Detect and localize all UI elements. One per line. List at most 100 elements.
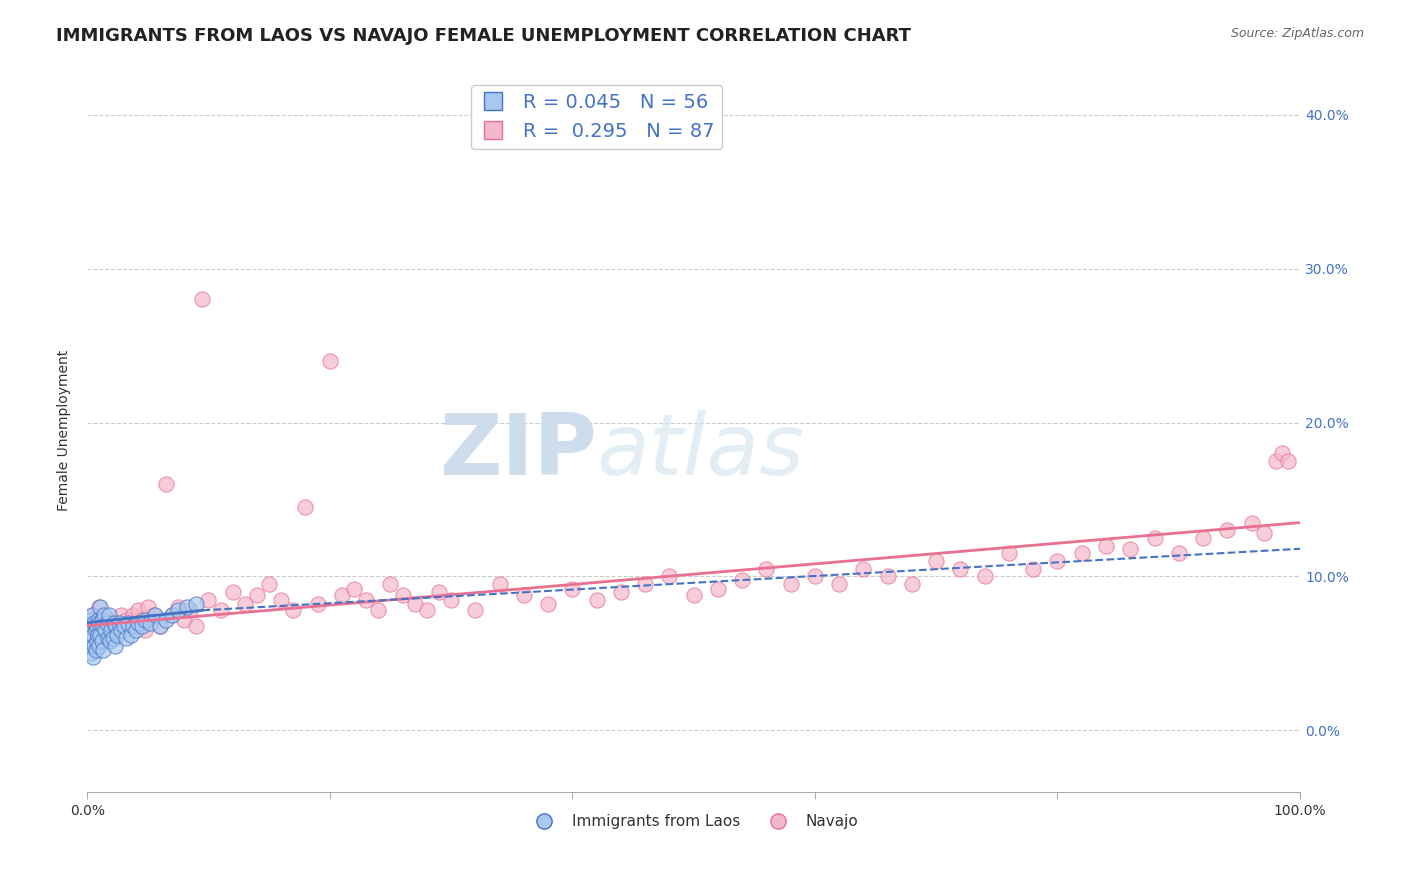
Point xyxy=(82,649,104,664)
Point xyxy=(86,618,108,632)
Point xyxy=(112,618,135,632)
Point xyxy=(89,628,111,642)
Point xyxy=(176,600,198,615)
Point xyxy=(89,615,111,630)
Point xyxy=(139,615,162,630)
Point xyxy=(91,618,114,632)
Point xyxy=(1264,454,1286,468)
Point xyxy=(90,634,112,648)
Point xyxy=(1192,531,1215,545)
Point xyxy=(103,615,125,630)
Point xyxy=(173,613,195,627)
Point xyxy=(98,624,121,638)
Point xyxy=(124,615,146,630)
Point xyxy=(93,607,115,622)
Point xyxy=(488,577,510,591)
Point xyxy=(330,588,353,602)
Point xyxy=(80,647,103,661)
Point xyxy=(124,624,146,638)
Point xyxy=(107,618,129,632)
Point xyxy=(1070,546,1092,560)
Point xyxy=(131,618,153,632)
Point xyxy=(122,607,145,622)
Point xyxy=(658,569,681,583)
Point xyxy=(283,603,305,617)
Point xyxy=(197,592,219,607)
Point xyxy=(90,628,112,642)
Point xyxy=(270,592,292,607)
Point xyxy=(1216,523,1239,537)
Point xyxy=(160,607,183,622)
Point xyxy=(110,624,132,638)
Point xyxy=(828,577,851,591)
Point xyxy=(127,603,149,617)
Point xyxy=(343,582,366,596)
Point xyxy=(160,607,183,622)
Point xyxy=(1277,454,1299,468)
Point xyxy=(585,592,607,607)
Point xyxy=(142,607,165,622)
Point xyxy=(80,618,103,632)
Point xyxy=(155,477,177,491)
Point xyxy=(186,597,208,611)
Point xyxy=(104,639,127,653)
Text: Source: ZipAtlas.com: Source: ZipAtlas.com xyxy=(1230,27,1364,40)
Point xyxy=(122,618,145,632)
Point xyxy=(107,615,129,630)
Point xyxy=(167,600,190,615)
Point xyxy=(404,597,426,611)
Point xyxy=(1240,516,1263,530)
Point xyxy=(89,639,111,653)
Point xyxy=(1143,531,1166,545)
Point xyxy=(97,631,120,645)
Point xyxy=(779,577,801,591)
Point xyxy=(96,615,118,630)
Point xyxy=(222,585,245,599)
Point xyxy=(634,577,657,591)
Point xyxy=(84,643,107,657)
Point xyxy=(1271,446,1294,460)
Point xyxy=(464,603,486,617)
Text: ZIP: ZIP xyxy=(439,410,596,493)
Point xyxy=(83,615,105,630)
Point xyxy=(86,634,108,648)
Point xyxy=(707,582,730,596)
Point xyxy=(391,588,413,602)
Point xyxy=(1046,554,1069,568)
Point xyxy=(1253,526,1275,541)
Point xyxy=(86,618,108,632)
Point xyxy=(120,628,142,642)
Point xyxy=(105,618,128,632)
Point xyxy=(804,569,827,583)
Point xyxy=(136,600,159,615)
Point xyxy=(84,624,107,638)
Point xyxy=(103,631,125,645)
Point xyxy=(233,597,256,611)
Point xyxy=(246,588,269,602)
Point xyxy=(537,597,560,611)
Y-axis label: Female Unemployment: Female Unemployment xyxy=(58,350,72,511)
Point xyxy=(416,603,439,617)
Point xyxy=(610,585,633,599)
Point xyxy=(755,562,778,576)
Point xyxy=(209,603,232,617)
Point xyxy=(1022,562,1045,576)
Point xyxy=(294,500,316,515)
Point xyxy=(89,600,111,615)
Point xyxy=(682,588,704,602)
Point xyxy=(117,615,139,630)
Point xyxy=(80,607,103,622)
Point xyxy=(949,562,972,576)
Point xyxy=(319,354,342,368)
Point xyxy=(852,562,875,576)
Point xyxy=(98,607,121,622)
Point xyxy=(134,613,156,627)
Point xyxy=(79,613,101,627)
Point xyxy=(876,569,898,583)
Point xyxy=(973,569,995,583)
Point xyxy=(79,639,101,653)
Point xyxy=(143,607,166,622)
Point xyxy=(1119,541,1142,556)
Point xyxy=(191,293,214,307)
Point xyxy=(89,600,111,615)
